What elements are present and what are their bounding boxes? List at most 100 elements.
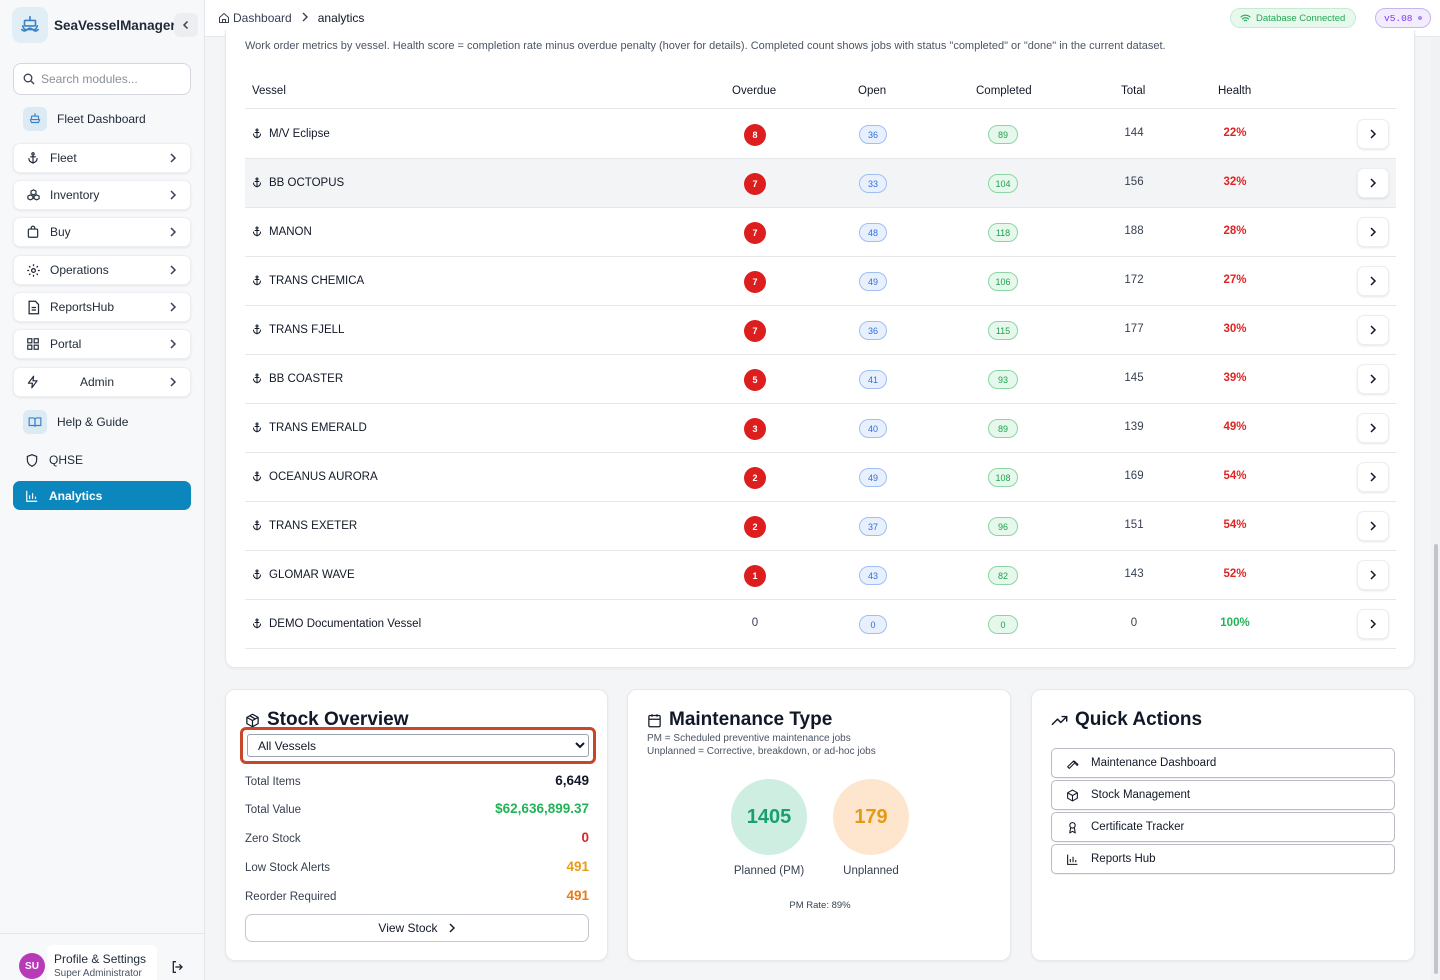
health-score: 28% xyxy=(1223,225,1247,237)
stock-stat-row: Reorder Required 491 xyxy=(245,888,589,908)
column-vessel: Vessel xyxy=(252,85,286,97)
total-count: 151 xyxy=(1124,519,1144,531)
view-stock-button[interactable]: View Stock xyxy=(245,914,589,942)
profile-section: SU Profile & Settings Super Administrato… xyxy=(0,933,205,980)
vessel-name: TRANS CHEMICA xyxy=(269,274,365,287)
ship-logo-icon xyxy=(12,7,48,43)
table-row[interactable]: BB OCTOPUS 7 33 104 156 32% xyxy=(245,159,1396,208)
open-badge: 43 xyxy=(859,566,887,585)
stat-label: Total Items xyxy=(245,776,301,788)
open-vessel-button[interactable] xyxy=(1357,364,1389,394)
open-vessel-button[interactable] xyxy=(1357,168,1389,198)
column-completed: Completed xyxy=(976,85,1032,97)
profile-settings-link[interactable]: Profile & Settings Super Administrator xyxy=(47,945,157,980)
sidebar-item-help[interactable]: Help & Guide xyxy=(13,407,191,437)
sidebar-item-reportshub[interactable]: ReportsHub xyxy=(13,292,191,322)
page-scrollbar[interactable] xyxy=(1431,38,1440,980)
total-count: 156 xyxy=(1124,176,1144,188)
table-row[interactable]: BB COASTER 5 41 93 145 39% xyxy=(245,355,1396,404)
sidebar-item-admin[interactable]: Admin xyxy=(13,367,191,397)
overdue-badge: 3 xyxy=(744,418,766,440)
certificate-tracker-button[interactable]: Certificate Tracker xyxy=(1051,812,1395,842)
table-row[interactable]: DEMO Documentation Vessel 0 0 0 0 100% xyxy=(245,600,1396,649)
open-vessel-button[interactable] xyxy=(1357,217,1389,247)
completed-badge: 115 xyxy=(988,321,1018,340)
open-badge: 33 xyxy=(859,174,887,193)
ship-icon xyxy=(23,107,47,131)
bar-chart-icon xyxy=(23,487,41,505)
vessel-select[interactable]: All Vessels xyxy=(247,734,589,757)
quick-action-label: Certificate Tracker xyxy=(1091,821,1185,833)
chevron-right-icon xyxy=(1370,521,1377,531)
health-score: 54% xyxy=(1223,519,1247,531)
calendar-icon xyxy=(648,713,661,727)
sidebar-item-portal[interactable]: Portal xyxy=(13,329,191,359)
sidebar-item-operations[interactable]: Operations xyxy=(13,255,191,285)
vessel-name: TRANS EMERALD xyxy=(269,421,367,434)
maintenance-dashboard-button[interactable]: Maintenance Dashboard xyxy=(1051,748,1395,778)
breadcrumb-separator xyxy=(301,11,309,25)
sidebar-item-buy[interactable]: Buy xyxy=(13,217,191,247)
stat-value: 491 xyxy=(566,859,589,874)
collapse-sidebar-button[interactable] xyxy=(174,13,198,37)
table-row[interactable]: GLOMAR WAVE 1 43 82 143 52% xyxy=(245,551,1396,600)
vessel-cell: TRANS CHEMICA xyxy=(251,274,364,287)
award-icon xyxy=(1069,821,1076,833)
scrollbar-thumb[interactable] xyxy=(1434,544,1438,974)
stat-label: Zero Stock xyxy=(245,833,301,845)
table-row[interactable]: M/V Eclipse 8 36 89 144 22% xyxy=(245,110,1396,159)
reports-hub-button[interactable]: Reports Hub xyxy=(1051,844,1395,874)
open-vessel-button[interactable] xyxy=(1357,266,1389,296)
sidebar-item-fleet-dashboard[interactable]: Fleet Dashboard xyxy=(13,104,191,134)
chevron-left-icon xyxy=(182,20,189,30)
table-row[interactable]: TRANS EXETER 2 37 96 151 54% xyxy=(245,502,1396,551)
search-input[interactable] xyxy=(41,72,181,86)
sidebar-item-analytics[interactable]: Analytics xyxy=(13,481,191,510)
table-row[interactable]: TRANS EMERALD 3 40 89 139 49% xyxy=(245,404,1396,453)
chevron-right-icon xyxy=(170,153,177,163)
anchor-icon xyxy=(24,149,42,167)
open-vessel-button[interactable] xyxy=(1357,413,1389,443)
breadcrumb: Dashboard analytics xyxy=(218,11,364,25)
quick-action-label: Reports Hub xyxy=(1091,853,1156,865)
open-vessel-button[interactable] xyxy=(1357,609,1389,639)
completed-badge: 104 xyxy=(988,174,1018,193)
logout-icon[interactable] xyxy=(170,959,186,975)
pm-note: PM = Scheduled preventive maintenance jo… xyxy=(647,733,851,744)
open-badge: 37 xyxy=(859,517,887,536)
sidebar-item-qhse[interactable]: QHSE xyxy=(13,445,191,475)
table-row[interactable]: TRANS CHEMICA 7 49 106 172 27% xyxy=(245,257,1396,306)
anchor-icon xyxy=(253,520,261,531)
open-vessel-button[interactable] xyxy=(1357,511,1389,541)
stock-management-button[interactable]: Stock Management xyxy=(1051,780,1395,810)
shield-icon xyxy=(23,451,41,469)
open-badge: 49 xyxy=(859,272,887,291)
table-row[interactable]: OCEANUS AURORA 2 49 108 169 54% xyxy=(245,453,1396,502)
sidebar-item-inventory[interactable]: Inventory xyxy=(13,180,191,210)
overdue-badge: 2 xyxy=(744,516,766,538)
stock-stat-row: Low Stock Alerts 491 xyxy=(245,859,589,879)
vessel-cell: DEMO Documentation Vessel xyxy=(251,617,421,630)
chevron-right-icon xyxy=(170,190,177,200)
chevron-right-icon xyxy=(1370,472,1377,482)
report-icon xyxy=(24,298,42,316)
open-vessel-button[interactable] xyxy=(1357,119,1389,149)
overdue-badge: 5 xyxy=(744,369,766,391)
module-search[interactable] xyxy=(13,63,191,95)
open-vessel-button[interactable] xyxy=(1357,315,1389,345)
breadcrumb-home[interactable]: Dashboard xyxy=(233,11,292,25)
table-row[interactable]: MANON 7 48 118 188 28% xyxy=(245,208,1396,257)
table-row[interactable]: TRANS FJELL 7 36 115 177 30% xyxy=(245,306,1396,355)
chevron-right-icon xyxy=(1370,227,1377,237)
sidebar-item-fleet[interactable]: Fleet xyxy=(13,143,191,173)
version-text: v5.08 xyxy=(1384,12,1413,24)
chevron-right-icon xyxy=(1370,570,1377,580)
avatar[interactable]: SU xyxy=(19,953,45,979)
pm-rate: PM Rate: 89% xyxy=(789,900,851,911)
completed-badge: 96 xyxy=(988,517,1018,536)
open-vessel-button[interactable] xyxy=(1357,560,1389,590)
open-vessel-button[interactable] xyxy=(1357,462,1389,492)
vessel-select-highlight: All Vessels xyxy=(240,727,596,764)
wifi-icon xyxy=(1240,14,1251,21)
open-badge: 40 xyxy=(859,419,887,438)
